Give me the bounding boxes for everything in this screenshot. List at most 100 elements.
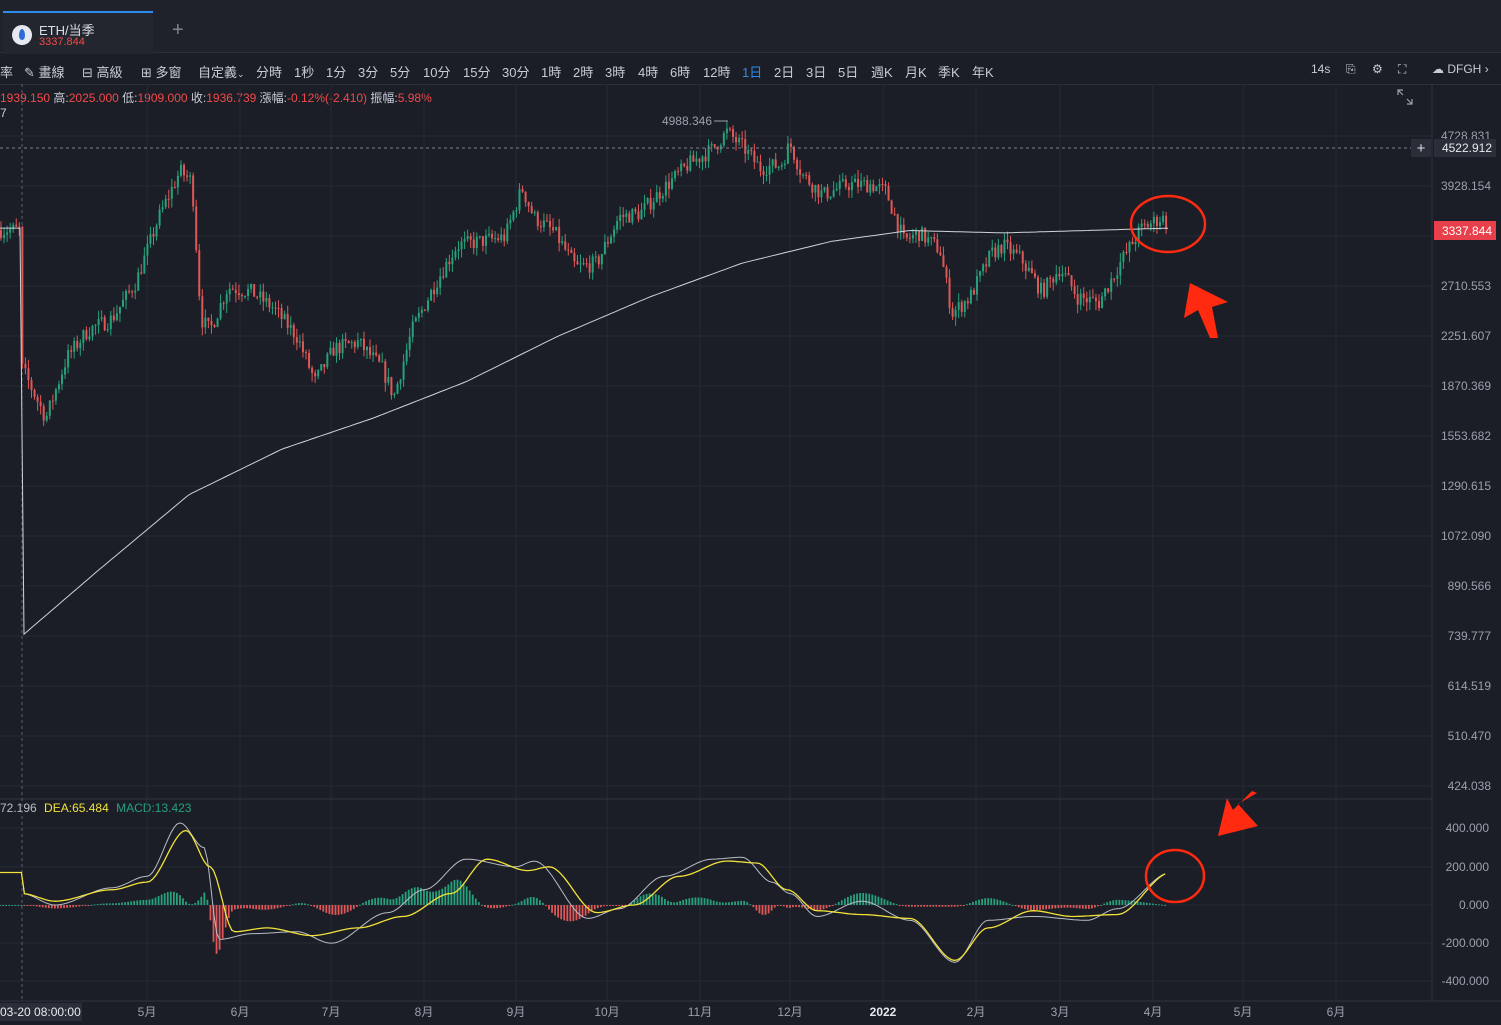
candle-body (152, 233, 155, 237)
candle-body (716, 146, 719, 150)
cloud-icon: ☁ (1432, 62, 1444, 76)
macd-bar (246, 905, 248, 909)
price-axis: 4728.831 3928.154 2710.553 2251.607 1870.369… (1441, 129, 1491, 793)
macd-bar (157, 896, 160, 905)
macd-bar (44, 905, 47, 908)
interval-12h[interactable]: 12時 (703, 65, 731, 80)
candle-body (146, 243, 149, 256)
interval-10m[interactable]: 10分 (423, 65, 451, 80)
candle-body (247, 288, 250, 297)
candle-body (173, 186, 176, 188)
macd-bar (1081, 905, 1084, 909)
interval-3m[interactable]: 3分 (358, 65, 379, 80)
interval-1h[interactable]: 1時 (541, 65, 562, 80)
macd-bar (1124, 900, 1127, 905)
interval-2h[interactable]: 2時 (573, 65, 594, 80)
candle-body (115, 313, 118, 321)
candle-body (982, 264, 985, 272)
interval-30m[interactable]: 30分 (502, 65, 530, 80)
x-tick-label: 5月 (138, 1005, 157, 1019)
candle-body (664, 181, 667, 196)
candle-body (1024, 263, 1027, 271)
candle-body (317, 370, 320, 377)
interval-month[interactable]: 月K (905, 65, 927, 80)
candle-body (506, 223, 509, 242)
macd-bar (185, 901, 187, 905)
interval-5m[interactable]: 5分 (390, 65, 411, 80)
plus-icon[interactable]: + (172, 19, 184, 41)
macd-bar (490, 905, 492, 909)
interval-week[interactable]: 週K (871, 65, 893, 80)
toolbar-item-custom[interactable]: 自定義⌄ (198, 65, 245, 80)
macd-bar (172, 891, 175, 905)
candle-body (338, 342, 341, 354)
candle-body (942, 255, 945, 267)
candle-body (677, 171, 680, 173)
macd-bar (340, 905, 343, 915)
candle-body (179, 164, 182, 176)
interval-timeline[interactable]: 分時 (256, 65, 283, 80)
candle-body (829, 196, 832, 199)
macd-bar (496, 905, 499, 909)
interval-1s[interactable]: 1秒 (294, 65, 315, 80)
macd-bar (1127, 900, 1130, 905)
interval-3h[interactable]: 3時 (605, 65, 626, 80)
interval-year[interactable]: 年K (972, 65, 994, 80)
candle-body (588, 263, 591, 273)
interval-2d[interactable]: 2日 (774, 65, 795, 80)
macd-bar (542, 902, 544, 905)
candle-body (192, 175, 195, 207)
candle-body (1110, 278, 1113, 292)
x-tick-label: 6月 (1327, 1005, 1346, 1019)
interval-1d[interactable]: 1日 (742, 65, 763, 80)
candle-body (228, 288, 231, 295)
candle-body (600, 254, 603, 265)
macd-bar (456, 879, 459, 905)
macd-bar (831, 905, 834, 906)
candle-body (997, 244, 1000, 258)
toolbar-item-multiwindow[interactable]: ⊞ 多窗 (141, 65, 182, 80)
macd-bar (850, 895, 852, 905)
y-tick-label: 424.038 (1448, 779, 1492, 793)
gear-icon[interactable]: ⚙ (1372, 62, 1383, 76)
candle-body (741, 138, 744, 140)
macd-bar (5, 905, 7, 906)
toolbar-item-draw[interactable]: ✎ 畫線 (24, 65, 65, 80)
tab-eth-quarterly[interactable]: ETH/当季 3337.844 (3, 11, 153, 54)
interval-4h[interactable]: 4時 (638, 65, 659, 80)
toolbar-item-advanced[interactable]: ⊟ 高級 (82, 65, 123, 80)
candle-body (280, 308, 283, 319)
interval-1m[interactable]: 1分 (326, 65, 347, 80)
interval-15m[interactable]: 15分 (463, 65, 491, 80)
tab-title: ETH/当季 (39, 23, 95, 38)
macd-bar (828, 905, 831, 907)
toolbar-item-rate[interactable]: 率 (0, 65, 14, 80)
macd-bar (990, 898, 993, 905)
interval-5d[interactable]: 5日 (838, 65, 859, 80)
fullscreen-icon[interactable]: ⛶ (1398, 62, 1407, 76)
candle-body (808, 175, 811, 185)
candle-body (512, 211, 515, 220)
candle-body (979, 271, 982, 277)
expand-icon[interactable] (1397, 89, 1413, 105)
macd-bar (761, 905, 764, 915)
candle-body (91, 325, 94, 337)
account-selector[interactable]: ☁ DFGH › (1432, 62, 1489, 76)
candle-body (969, 289, 972, 304)
interval-quarter[interactable]: 季K (938, 65, 960, 80)
screenshot-icon[interactable]: ⎘ (1346, 62, 1356, 76)
macd-bar (1139, 901, 1142, 905)
interval-3d[interactable]: 3日 (806, 65, 827, 80)
candle-body (915, 230, 917, 235)
ma-legend: 7 (0, 106, 7, 120)
candle-body (1067, 273, 1070, 276)
candle-body (841, 179, 844, 181)
interval-6h[interactable]: 6時 (670, 65, 691, 80)
macd-bar (328, 905, 331, 915)
macd-bar (1014, 905, 1017, 907)
candle-body (701, 156, 704, 163)
candle-body (1006, 239, 1009, 243)
macd-bar (26, 905, 29, 906)
candle-body (64, 367, 67, 375)
